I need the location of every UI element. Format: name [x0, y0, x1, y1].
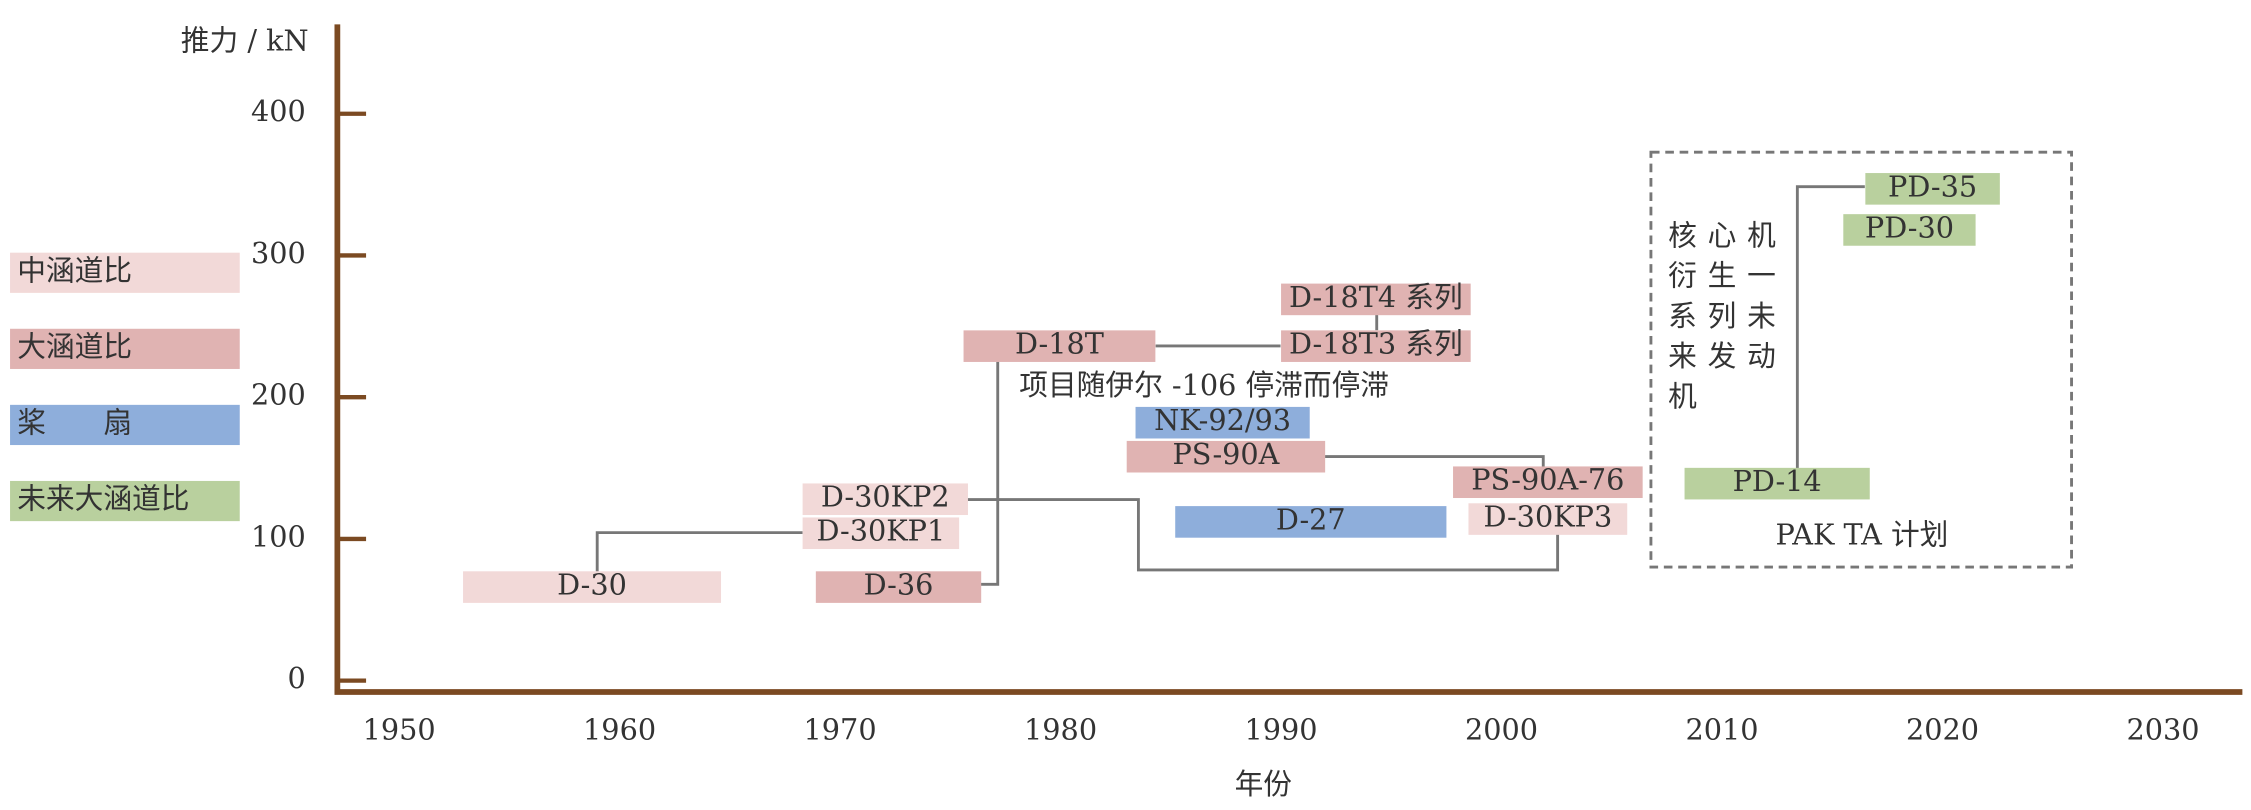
engine-label: D-30KP2 [821, 480, 950, 514]
engine-bar [802, 517, 960, 550]
engine-label: PS-90A-76 [1471, 463, 1624, 497]
engine-label: PD-14 [1733, 464, 1822, 498]
engine-bar [1281, 330, 1471, 362]
engine-label: D-18T [1015, 327, 1104, 361]
engine-label: PS-90A [1172, 437, 1280, 471]
x-tick-label: 1960 [583, 713, 656, 747]
engine-bar [1175, 506, 1447, 538]
engine-bar [1865, 173, 2000, 205]
legend-swatch [10, 252, 240, 293]
annotation: 项目随伊尔 -106 停滞而停滞 [1019, 368, 1389, 402]
engine-label: D-30 [557, 568, 627, 602]
engine-bar [1281, 283, 1471, 316]
engine-bar [963, 330, 1156, 362]
x-tick-label: 1950 [363, 713, 436, 747]
engine-bar [802, 483, 968, 516]
connector [1795, 185, 1865, 469]
engine-bar [1453, 466, 1643, 499]
x-axis-label: 年份 [1235, 767, 1292, 801]
annotation: PAK TA 计划 [1776, 517, 1949, 551]
engine-bar [463, 571, 722, 603]
engine-label: D-36 [864, 568, 934, 602]
legend-swatch [10, 480, 240, 522]
connector [595, 531, 803, 572]
engine-label: PD-30 [1865, 210, 1954, 244]
x-tick-label: 1990 [1245, 713, 1318, 747]
y-tick-label: 300 [251, 236, 306, 270]
engine-label: D-30KP3 [1483, 500, 1612, 534]
annotation: 核心机衍生一系列未来发动机 [1668, 218, 1787, 414]
legend-label: 大涵道比 [17, 329, 132, 363]
engine-label: D-18T3 系列 [1289, 327, 1463, 361]
engine-bar [1843, 214, 1976, 246]
y-tick-label: 400 [251, 94, 306, 128]
connector [967, 498, 1560, 572]
y-tick-label: 200 [251, 378, 306, 412]
connector [980, 361, 1000, 586]
engine-bar [1468, 503, 1628, 535]
engine-bar [1126, 440, 1326, 473]
connector [1325, 455, 1545, 467]
x-tick-label: 2010 [1686, 713, 1759, 747]
x-tick-label: 2020 [1906, 713, 1979, 747]
connectors [595, 185, 1865, 586]
engine-bar [815, 571, 982, 603]
engine-label: D-30KP1 [816, 514, 945, 548]
engine-bar [1684, 467, 1870, 500]
y-tick-label: 0 [288, 661, 306, 695]
annotation-box: 核心机衍生一系列未来发动机 [1668, 218, 1787, 414]
engine-label: PD-35 [1888, 169, 1977, 203]
engine-bar [1135, 406, 1310, 439]
legend-swatch [10, 404, 240, 446]
engine-label: D-18T4 系列 [1289, 280, 1463, 314]
x-tick-label: 1970 [804, 713, 877, 747]
legend-label: 未来大涵道比 [17, 482, 189, 516]
legend-swatch [10, 328, 240, 369]
legend-label: 中涵道比 [17, 253, 132, 287]
x-tick-label: 1980 [1024, 713, 1097, 747]
y-tick-label: 100 [251, 519, 306, 553]
legend-label: 桨 扇 [17, 405, 132, 439]
y-axis-label: 推力 / kN [181, 24, 309, 58]
engine-label: D-27 [1276, 502, 1346, 536]
x-tick-label: 2030 [2126, 713, 2199, 747]
x-tick-label: 2000 [1465, 713, 1538, 747]
engine-label: NK-92/93 [1154, 403, 1291, 437]
